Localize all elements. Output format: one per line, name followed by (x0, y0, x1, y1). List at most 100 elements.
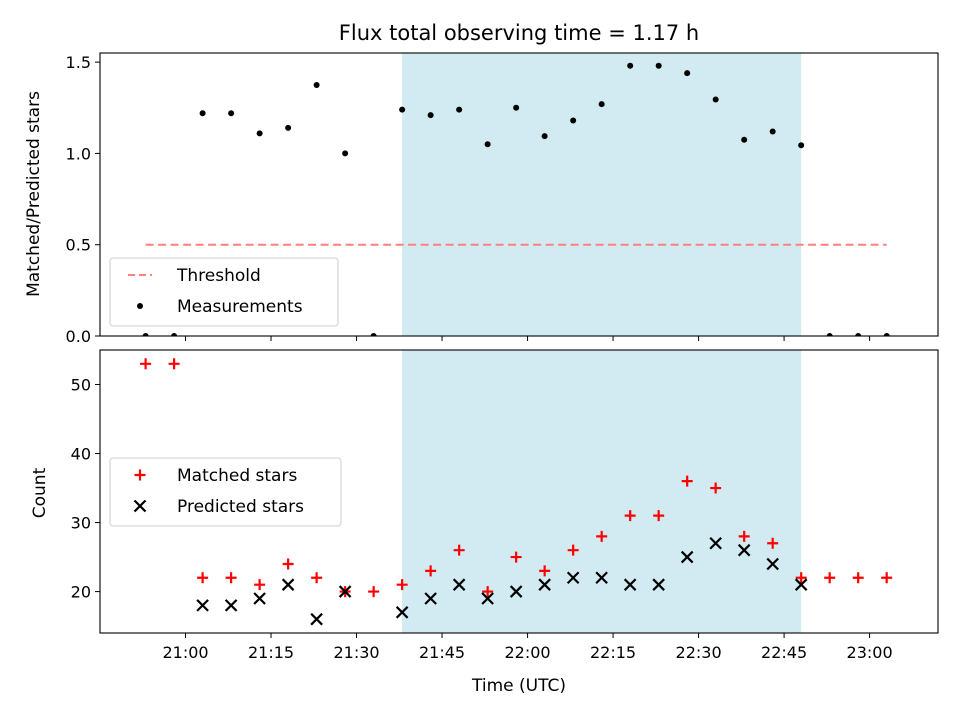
predicted-stars-point (509, 585, 523, 598)
matched-stars-point (482, 586, 494, 598)
measurements-point (741, 136, 748, 143)
legend-box (109, 457, 342, 527)
predicted-stars-point (595, 571, 608, 585)
matched-stars-point (710, 482, 722, 494)
measurements-point (285, 124, 292, 131)
data-layer (142, 62, 890, 336)
measurements-point (513, 104, 520, 111)
legend-swatch (133, 499, 147, 513)
measurements-point (627, 62, 634, 69)
x-tick-label: 22:00 (504, 643, 550, 662)
measurements-point (171, 333, 178, 336)
measurements-point (370, 333, 377, 336)
matched-stars-point (852, 572, 864, 584)
predicted-stars-point (737, 543, 751, 557)
predicted-stars-point (196, 599, 209, 612)
chart-title: Flux total observing time = 1.17 h (339, 21, 699, 45)
x-tick-label: 21:45 (419, 643, 465, 662)
predicted-stars-point (395, 606, 409, 619)
measurements-point (541, 133, 548, 140)
y-tick-label: 30 (71, 514, 91, 533)
predicted-stars-point (566, 571, 580, 585)
legend-label: Measurements (177, 297, 303, 317)
x-axis-label: Time (UTC) (471, 676, 566, 696)
x-tick-label: 21:00 (162, 643, 208, 662)
predicted-stars-point (709, 536, 722, 550)
y-tick-label: 1.0 (66, 144, 91, 163)
legend-label: Threshold (176, 266, 261, 286)
matched-stars-point (140, 358, 152, 370)
matched-stars-point (197, 572, 209, 584)
measurements-point (855, 333, 862, 336)
axes-frame (99, 349, 939, 634)
matched-stars-point (738, 530, 750, 542)
y-tick-label: 0.0 (66, 327, 91, 346)
predicted-stars-point (652, 578, 665, 591)
legend-label: Predicted stars (177, 497, 304, 517)
matched-stars-point (567, 544, 579, 556)
y-tick-label: 0.5 (66, 236, 91, 255)
measurements-point (826, 333, 833, 336)
y-tick-label: 50 (71, 376, 91, 395)
measurements-point (456, 106, 463, 113)
measurements-point (142, 333, 149, 336)
x-tick-label: 23:00 (847, 643, 893, 662)
matched-stars-point (653, 510, 665, 522)
measurements-point (313, 81, 320, 88)
predicted-stars-point (452, 578, 466, 591)
legend-swatch (137, 303, 143, 309)
y-tick-label: 20 (71, 583, 91, 602)
measurements-point (342, 150, 349, 157)
legend-box (109, 257, 339, 327)
predicted-stars-point (224, 599, 238, 612)
matched-stars-point (510, 551, 522, 563)
measurements-point (199, 110, 206, 117)
y-tick-label: 40 (71, 445, 91, 464)
matched-stars-point (425, 565, 437, 577)
matched-stars-point (282, 558, 294, 570)
matched-stars-point (168, 358, 180, 370)
measurements-point (684, 70, 691, 77)
matched-stars-point (596, 530, 608, 542)
matched-stars-point (824, 572, 836, 584)
predicted-stars-point (538, 578, 551, 591)
matched-stars-point (681, 475, 693, 487)
matched-stars-point (795, 572, 807, 584)
predicted-stars-point (281, 578, 295, 591)
measurements-point (228, 110, 235, 117)
axes-frame (99, 52, 939, 337)
x-tick-label: 22:30 (676, 643, 722, 662)
measurements-point (598, 101, 605, 108)
measurements-point (798, 142, 805, 149)
matched-stars-point (311, 572, 323, 584)
measurements-point (399, 106, 406, 113)
predicted-stars-point (424, 592, 437, 605)
predicted-stars-point (338, 585, 352, 598)
matched-stars-point (539, 565, 551, 577)
predicted-stars-point (310, 612, 323, 626)
matched-stars-point (767, 537, 779, 549)
y-tick-label: 1.5 (66, 53, 91, 72)
measurements-point (256, 130, 263, 137)
matched-stars-point (254, 579, 266, 591)
predicted-stars-point (680, 550, 694, 564)
matched-stars-point (225, 572, 237, 584)
x-tick-label: 21:15 (248, 643, 294, 662)
data-layer (140, 358, 893, 626)
matched-stars-point (881, 572, 893, 584)
observing-window-shading (402, 350, 802, 633)
bottom-y-axis-label: Count (30, 467, 50, 518)
measurements-point (427, 112, 434, 119)
legend-swatch (134, 469, 146, 481)
measurements-point (769, 128, 776, 135)
plot-layer: 0.0 0.5 1.0 1.5 Threshold Measurements 20 30 40 5… (66, 52, 939, 662)
matched-stars-point (453, 544, 465, 556)
predicted-stars-point (794, 578, 808, 591)
predicted-stars-point (766, 557, 779, 571)
predicted-stars-point (481, 592, 494, 605)
predicted-stars-point (623, 578, 637, 591)
measurements-point (484, 141, 491, 148)
x-tick-label: 22:15 (590, 643, 636, 662)
matched-stars-point (368, 586, 380, 598)
measurements-point (712, 96, 719, 103)
